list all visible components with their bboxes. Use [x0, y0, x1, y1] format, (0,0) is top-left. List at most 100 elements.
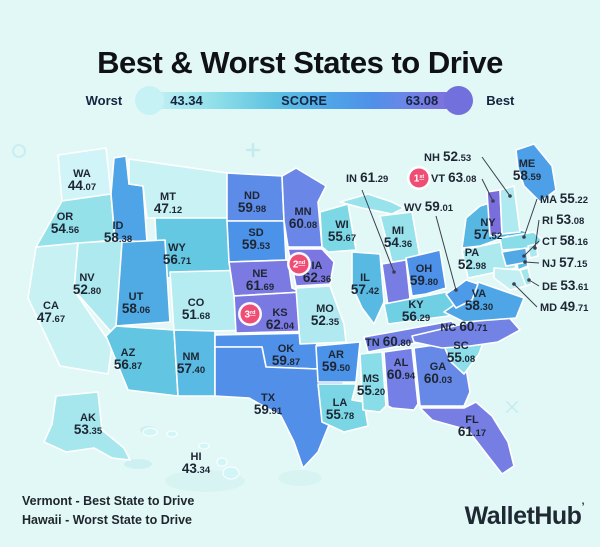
state-ok-label: OK — [278, 343, 295, 355]
state-az-label: AZ — [121, 347, 136, 359]
state-ga-label: 60.03 — [424, 371, 452, 386]
leader-dot-in — [392, 270, 396, 274]
decoration-landmass — [124, 459, 152, 469]
state-me-label: 58.59 — [513, 168, 541, 183]
state-il-label: IL — [360, 272, 370, 284]
state-mn-label: 60.08 — [289, 216, 317, 231]
state-ak-label: 53.35 — [74, 422, 103, 437]
state-va-label: VA — [472, 288, 487, 300]
decoration-cross — [506, 401, 518, 413]
state-ky-label: KY — [408, 299, 424, 311]
leader-dot-nj — [523, 260, 527, 264]
legend-best-label: Best — [486, 93, 515, 108]
state-tx-label: 59.91 — [254, 402, 283, 417]
state-hi-shape — [198, 442, 210, 450]
state-mt-label: MT — [160, 191, 176, 203]
state-ia-label: 62.36 — [303, 270, 331, 285]
leader-line-in — [361, 189, 395, 273]
rank-badge-3rd-label: 3rd — [244, 310, 255, 321]
state-wa-label: WA — [73, 168, 91, 180]
state-wi-label: 55.67 — [328, 229, 356, 244]
state-fl-label: FL — [465, 414, 479, 426]
decoration-plus — [245, 142, 261, 158]
worst-state-desc: - Worst State to Drive — [65, 513, 192, 527]
state-ma-label: MA 55.22 — [540, 191, 588, 206]
legend-worst-label: Worst — [85, 93, 123, 108]
state-wy-label: WY — [168, 242, 186, 254]
state-ri-label: RI 53.08 — [542, 212, 584, 227]
state-or-label: OR — [57, 211, 74, 223]
state-wy-label: 56.71 — [163, 252, 192, 267]
state-wa-label: 44.07 — [68, 178, 96, 193]
state-ms-label: 55.20 — [357, 383, 385, 398]
state-wv-shape — [445, 279, 479, 309]
state-ut-label: 58.06 — [122, 301, 150, 316]
state-co-label: 51.68 — [182, 307, 210, 322]
leader-dot-nh — [508, 194, 512, 198]
leader-line-wv — [435, 215, 457, 291]
state-me-label: ME — [519, 158, 536, 170]
state-sd-label: 59.53 — [242, 237, 270, 252]
state-ny-label: 57.52 — [474, 227, 502, 242]
state-fl-label: 61.17 — [458, 424, 486, 439]
state-md-label: MD 49.71 — [540, 299, 589, 314]
state-ks-label: 62.04 — [266, 317, 295, 332]
wallethub-logo: WalletHub’ — [465, 501, 585, 531]
leader-dot-vt — [491, 199, 495, 203]
best-state-desc: - Best State to Drive — [75, 494, 195, 508]
leader-dot-ma — [522, 235, 526, 239]
wallethub-logo-mark: ’ — [581, 501, 584, 513]
state-al-label: 60.94 — [387, 367, 416, 382]
state-ms-shape — [359, 351, 387, 413]
rank-badge-2nd — [289, 254, 309, 274]
page-title: Best & Worst States to Drive — [97, 44, 503, 80]
state-nh-shape — [499, 185, 521, 235]
state-wi-label: WI — [335, 219, 348, 231]
state-ca-label: CA — [43, 300, 59, 312]
leader-dot-ri — [533, 246, 537, 250]
state-nc-label: NC 60.71 — [440, 319, 488, 334]
worst-state-name: Hawaii — [22, 513, 62, 527]
state-me-shape — [515, 143, 557, 203]
leader-dot-wv — [454, 288, 458, 292]
legend-min-score: 43.34 — [170, 93, 203, 108]
state-md-shape — [493, 267, 527, 291]
state-hi-shape — [216, 457, 228, 467]
state-oh-shape — [405, 249, 447, 297]
state-wi-shape — [319, 203, 357, 253]
state-tn-label: TN 60.80 — [365, 334, 411, 349]
legend-score-label: SCORE — [281, 93, 328, 108]
best-state-name: Vermont — [22, 494, 73, 508]
state-ar-label: 59.50 — [322, 359, 350, 374]
state-sd-label: SD — [248, 227, 263, 239]
leader-line-nj — [524, 261, 540, 264]
state-la-label: LA — [333, 397, 348, 409]
rank-badge-2nd-label: 2nd — [293, 260, 305, 271]
state-ny-label: NY — [480, 217, 496, 229]
state-hi-shape — [142, 427, 158, 437]
state-ak-shape — [43, 391, 131, 461]
state-ne-label: 61.69 — [246, 278, 274, 293]
state-ms-label: MS — [363, 373, 380, 385]
decoration-circle — [12, 144, 26, 158]
state-vt-label: VT 63.08 — [431, 170, 476, 185]
state-la-label: 55.78 — [326, 407, 354, 422]
state-mi-upper-peninsula-shape — [339, 193, 405, 215]
state-nj-label: NJ 57.15 — [542, 255, 588, 270]
state-ak-label: AK — [80, 412, 96, 424]
state-ar-shape — [315, 341, 361, 383]
state-hi-shape — [166, 430, 178, 438]
state-mo-label: 52.35 — [311, 313, 340, 328]
leader-dot-md — [512, 282, 516, 286]
state-ia-label: IA — [312, 260, 323, 272]
state-nd-label: ND — [244, 190, 260, 202]
decoration-landmass — [278, 470, 322, 486]
state-nm-label: 57.40 — [177, 361, 205, 376]
state-hi-label: HI — [191, 451, 202, 463]
state-hi-label: 43.34 — [182, 461, 211, 476]
state-ok-label: 59.87 — [272, 353, 300, 368]
state-pa-label: PA — [465, 247, 480, 259]
state-ga-label: GA — [430, 361, 447, 373]
leader-line-ct — [523, 240, 540, 257]
